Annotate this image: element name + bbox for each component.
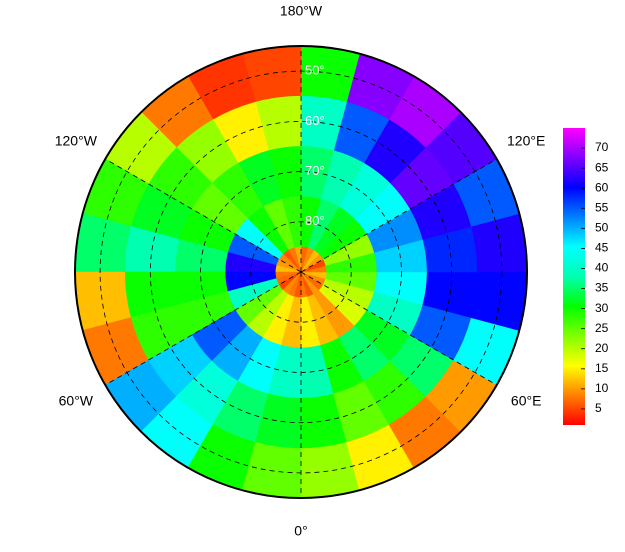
colorbar-tick-label: 30	[595, 301, 609, 315]
colorbar-tick-label: 35	[595, 281, 609, 295]
colorbar-tick-label: 50	[595, 221, 609, 235]
latitude-label: 50°	[305, 63, 325, 78]
colorbar	[563, 128, 585, 425]
latitude-label: 70°	[305, 163, 325, 178]
meridian	[105, 271, 302, 386]
longitude-label: 60°E	[511, 393, 542, 409]
colorbar-tick-label: 15	[595, 361, 609, 375]
colorbar-tick-label: 40	[595, 261, 609, 275]
longitude-label: 0°	[294, 523, 307, 539]
colorbar-tick-label: 20	[595, 341, 609, 355]
latitude-circle	[149, 120, 453, 424]
colorbar-tick-label: 55	[595, 200, 609, 214]
colorbar-tick-label: 10	[595, 381, 609, 395]
colorbar-tick-label: 65	[595, 160, 609, 174]
meridian	[105, 158, 302, 273]
map-border	[74, 45, 528, 499]
longitude-label: 120°W	[55, 133, 98, 149]
colorbar-tick-label: 45	[595, 241, 609, 255]
meridian	[300, 271, 497, 386]
latitude-label: 80°	[305, 213, 325, 228]
latitude-circle	[250, 221, 352, 323]
colorbar-tick-label: 70	[595, 140, 609, 154]
longitude-label: 120°E	[507, 133, 545, 149]
colorbar-tick-label: 60	[595, 180, 609, 194]
data-cell	[294, 271, 302, 298]
colorbar-tick-label: 5	[595, 401, 602, 415]
longitude-label: 60°W	[59, 393, 94, 409]
meridian	[300, 158, 497, 273]
latitude-label: 60°	[305, 113, 325, 128]
longitude-label: 180°W	[280, 3, 323, 19]
colorbar-tick-label: 25	[595, 321, 609, 335]
